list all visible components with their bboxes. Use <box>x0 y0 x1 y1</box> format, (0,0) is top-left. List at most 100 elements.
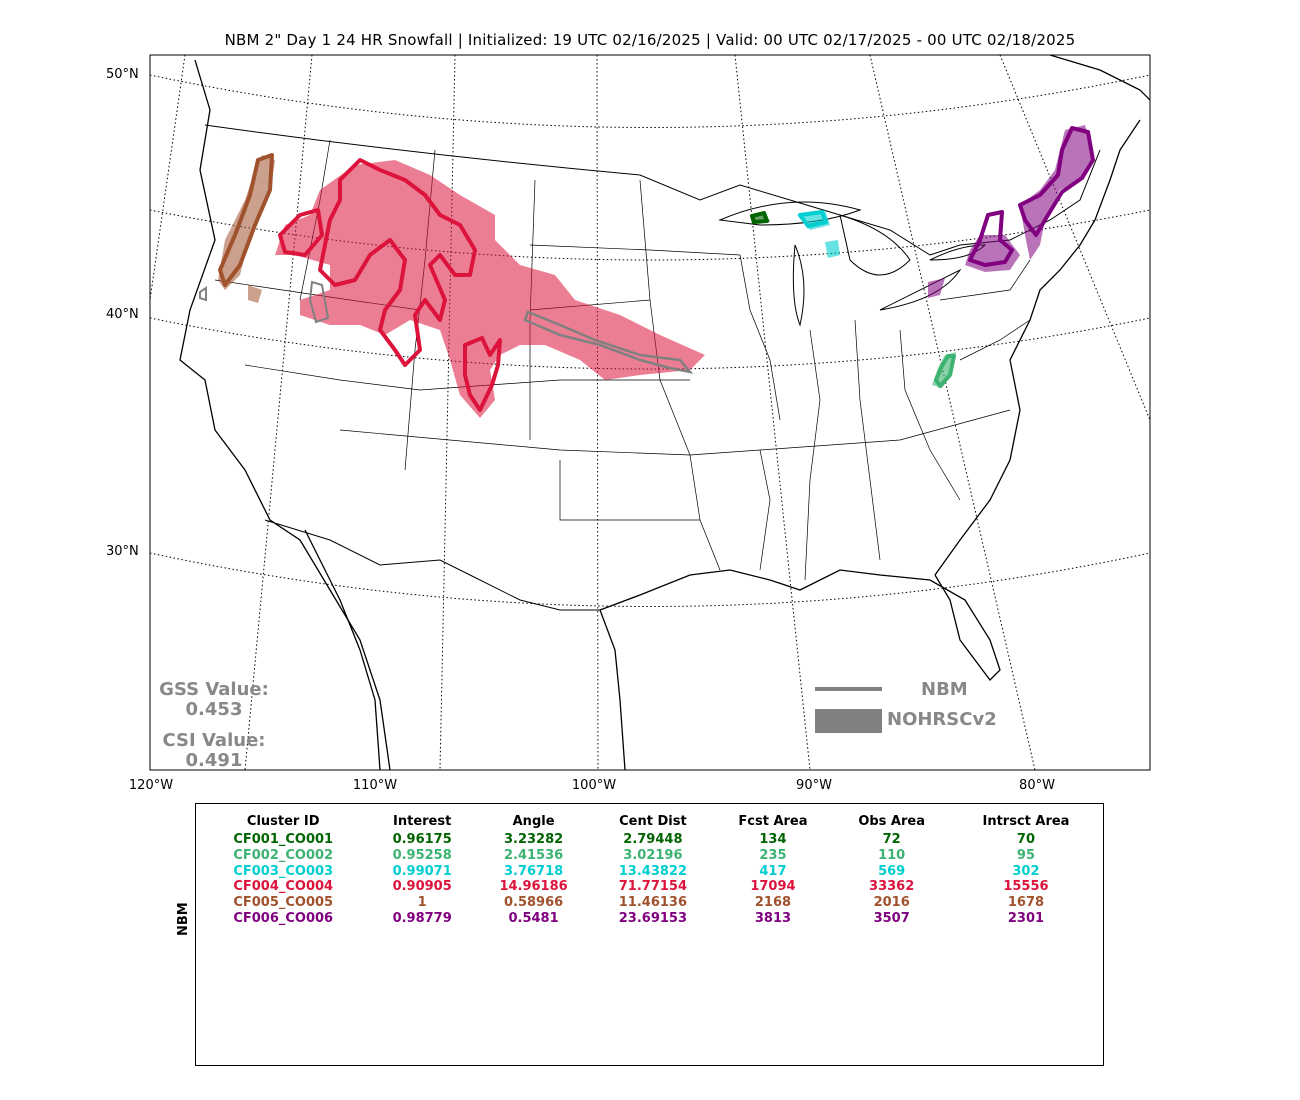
forecast-outline-cf005 <box>218 153 274 287</box>
header-fcst-area: Fcst Area <box>738 814 808 829</box>
table-cell: 33362 <box>869 879 915 895</box>
observed-area-cf006-c <box>928 278 945 298</box>
table-cell: 0.90905 <box>392 879 452 895</box>
header-obs-area: Obs Area <box>858 814 925 829</box>
header-cent-dist: Cent Dist <box>619 814 687 829</box>
observed-area-cf005-small <box>248 285 262 303</box>
table-cell: 302 <box>1012 863 1040 879</box>
lon-label-110w: 110°W <box>352 778 398 793</box>
table-body: CF001_CO001 0.96175 3.23282 2.79448 134 72 70 C… <box>196 832 1102 927</box>
great-lakes <box>718 201 987 327</box>
table-cell: CF003_CO003 <box>233 863 334 879</box>
table-cell: 2016 <box>873 895 910 911</box>
table-cell: 2.41536 <box>503 847 564 863</box>
csi-value: 0.491 <box>185 750 243 771</box>
lon-label-100w: 100°W <box>571 778 617 793</box>
table-cell: 3.23282 <box>503 832 564 847</box>
table-cell: 134 <box>759 832 787 847</box>
table-row: CF002_CO002 0.95258 2.41536 3.02196 235 110 95 <box>196 848 1102 864</box>
table-cell: 417 <box>759 863 787 879</box>
lon-label-120w: 120°W <box>128 778 174 793</box>
table-cell: 11.46136 <box>618 895 688 911</box>
table-cell: 23.69153 <box>618 910 688 926</box>
legend-nohrsc-swatch <box>815 709 882 733</box>
table-cell: 3.02196 <box>623 847 683 863</box>
table-row: CF005_CO005 1 0.58966 11.46136 2168 2016 1678 <box>196 895 1102 911</box>
table-cell: 569 <box>878 863 906 879</box>
header-intrsct-area: Intrsct Area <box>982 814 1070 829</box>
lon-label-90w: 90°W <box>796 778 832 793</box>
table-cell: 95 <box>1016 847 1036 863</box>
cluster-stats-table: Cluster ID Interest Angle Cent Dist Fcst… <box>196 814 1102 927</box>
table-row: CF003_CO003 0.99071 3.76718 13.43822 417 569 3… <box>196 864 1102 880</box>
gss-value: 0.453 <box>185 699 243 720</box>
latitude-lines <box>150 74 1150 607</box>
table-cell: 110 <box>878 847 906 863</box>
table-cell: 72 <box>882 832 901 847</box>
forecast-outline-cf004-c <box>463 336 502 412</box>
legend-nbm-label: NBM <box>921 679 968 700</box>
table-cell: 0.58966 <box>503 895 564 911</box>
forecast-outline-cf004 <box>318 158 477 367</box>
header-interest: Interest <box>393 814 452 829</box>
lat-label-50: 50°N <box>106 67 139 82</box>
table-side-label: NBM <box>176 902 191 936</box>
table-cell: 70 <box>1016 832 1036 847</box>
table-cell: 235 <box>759 847 787 863</box>
table-row: CF006_CO006 0.98779 0.5481 23.69153 3813 3507… <box>196 911 1102 927</box>
lon-label-80w: 80°W <box>1019 778 1055 793</box>
table-cell: 2168 <box>754 895 792 911</box>
table-cell: 71.77154 <box>618 879 688 895</box>
table-cell: CF006_CO006 <box>233 910 334 926</box>
table-cell: 3.76718 <box>503 863 564 879</box>
table-cell: CF002_CO002 <box>233 847 334 863</box>
forecast-outline-cf002 <box>934 354 956 388</box>
table-cell: 0.99071 <box>392 863 452 879</box>
table-cell: 1 <box>417 895 427 911</box>
table-row: CF001_CO001 0.96175 3.23282 2.79448 134 72 70 <box>196 832 1102 848</box>
nbm-grey-contour <box>523 310 694 374</box>
observed-area-cf006 <box>1020 125 1095 260</box>
nbm-grey-contour-c <box>308 280 330 324</box>
lat-label-40: 40°N <box>106 307 139 322</box>
table-cell: CF004_CO004 <box>233 879 334 895</box>
nbm-grey-contour-b <box>199 286 207 302</box>
gss-label: GSS Value: <box>159 679 269 700</box>
table-cell: 3507 <box>873 910 910 926</box>
table-cell: 2.79448 <box>623 832 683 847</box>
map-title: NBM 2" Day 1 24 HR Snowfall | Initialize… <box>224 31 1076 49</box>
observed-area-cf005 <box>218 155 275 290</box>
snowfall-map <box>149 54 1151 771</box>
forecast-outline-cf003 <box>798 210 828 228</box>
header-angle: Angle <box>512 814 555 829</box>
table-cell: 2301 <box>1007 910 1045 926</box>
table-row: CF004_CO004 0.90905 14.96186 71.77154 17094 3… <box>196 879 1102 895</box>
lat-label-30: 30°N <box>106 544 139 559</box>
table-cell: 17094 <box>750 879 796 895</box>
table-cell: CF005_CO005 <box>233 895 334 911</box>
table-cell: 14.96186 <box>499 879 568 895</box>
forecast-outline-cf006-b <box>968 210 1014 267</box>
country-borders <box>204 124 1101 611</box>
header-cluster-id: Cluster ID <box>246 814 320 829</box>
table-cell: 0.5481 <box>508 910 559 926</box>
legend-nohrsc-label: NOHRSCv2 <box>887 709 997 730</box>
forecast-outline-cf006 <box>1018 126 1095 237</box>
observed-area-cf003-b <box>825 240 840 258</box>
table-cell: 1678 <box>1007 895 1045 911</box>
table-cell: 3813 <box>754 910 792 926</box>
table-cell: 15556 <box>1003 879 1049 895</box>
forecast-outline-cf001 <box>750 211 769 224</box>
map-frame <box>149 54 1151 771</box>
forecast-snowfall-outlines <box>218 126 1095 412</box>
table-cell: 0.96175 <box>392 832 452 847</box>
table-cell: 0.98779 <box>392 910 452 926</box>
observed-area-cf004 <box>275 160 705 418</box>
csi-label: CSI Value: <box>162 730 266 751</box>
coastline <box>179 55 1150 770</box>
table-cell: 13.43822 <box>618 863 688 879</box>
longitude-lines <box>150 55 1150 770</box>
stats-table-frame <box>195 803 1104 1066</box>
table-cell: CF001_CO001 <box>233 832 334 847</box>
table-header-row: Cluster ID Interest Angle Cent Dist Fcst… <box>196 814 1102 832</box>
